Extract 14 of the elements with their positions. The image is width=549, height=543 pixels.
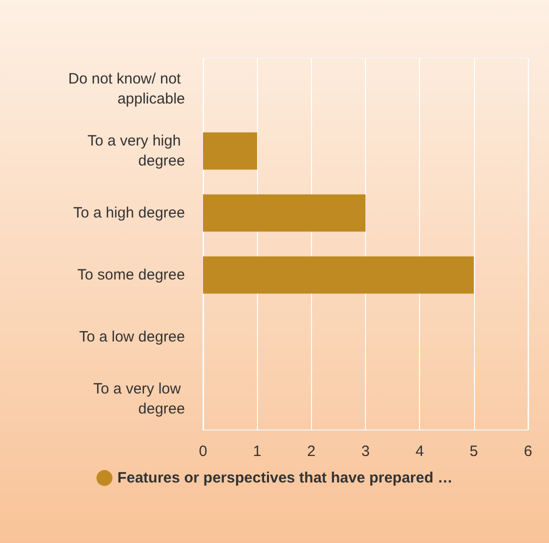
x-tick-label: 3 (361, 443, 370, 460)
x-tick-label: 6 (524, 443, 532, 460)
x-tick-label: 2 (307, 443, 316, 460)
x-tick-label: 1 (252, 443, 262, 460)
x-tick-label: 0 (198, 443, 208, 460)
y-tick-label: To a very high degree (87, 132, 185, 170)
y-tick-label: To a very low degree (93, 380, 185, 418)
y-tick-label: To a high degree (73, 204, 185, 222)
y-tick-label: To some degree (77, 266, 185, 284)
legend-label: Features or perspectives that have prepared … (117, 470, 453, 486)
x-tick-label: 4 (415, 443, 424, 460)
y-tick-label: To a low degree (79, 328, 185, 346)
y-tick-label: Do not know/ not applicable (68, 70, 185, 108)
x-tick-label: 5 (470, 443, 478, 460)
